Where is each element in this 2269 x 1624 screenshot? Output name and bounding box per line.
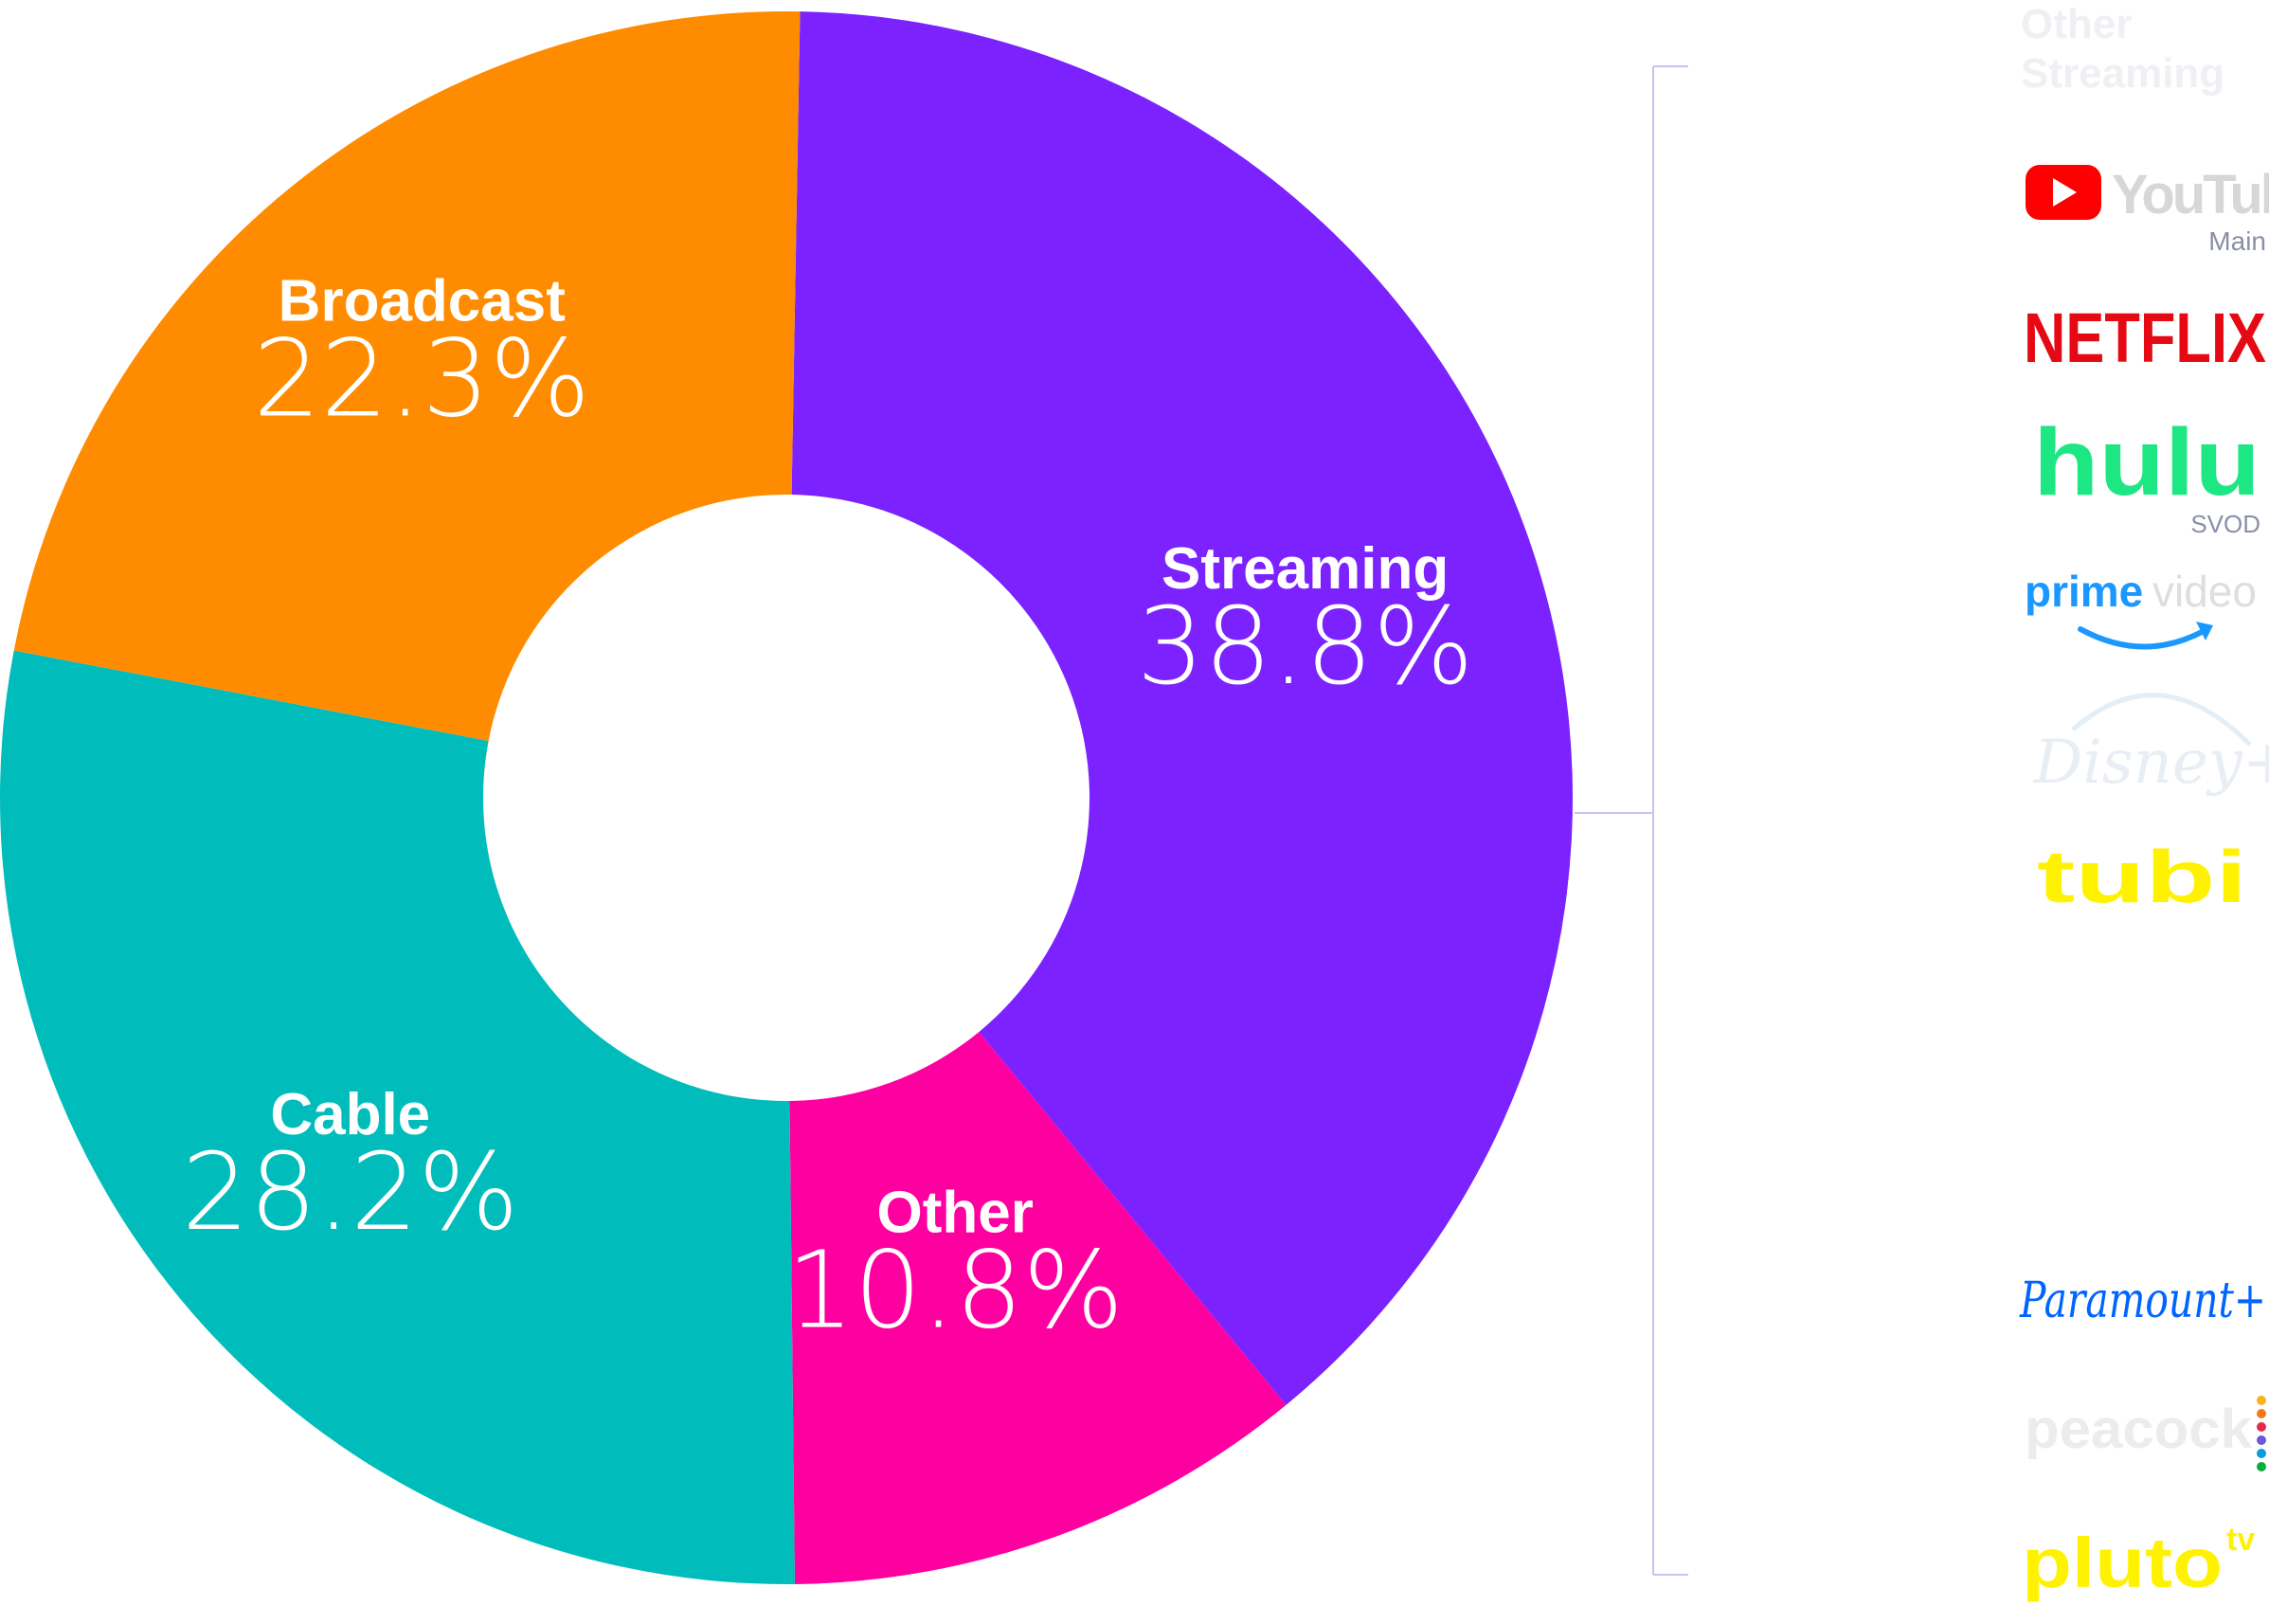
legend-bracket: [1575, 65, 1688, 1576]
prime-wordmark: prime: [2025, 567, 2143, 616]
slice-streaming: [791, 11, 1573, 1405]
hulu-sub-label: SVOD: [2190, 510, 2260, 538]
slice-broadcast: [13, 10, 801, 742]
hulu-wordmark: hulu: [2033, 409, 2260, 515]
peacock-wordmark: peacock: [2025, 1398, 2253, 1460]
pluto-tv-suffix: tv: [2226, 1522, 2255, 1558]
slice-label-cable: Cable: [270, 1082, 430, 1147]
slice-value-streaming: 38.8%: [1137, 586, 1474, 709]
slice-label-broadcast: Broadcast: [279, 269, 566, 334]
peacock-logo: peacock: [2025, 1396, 2266, 1471]
slice-label-streaming: Streaming: [1162, 536, 1449, 602]
peacock-dots-icon: [2257, 1396, 2266, 1471]
disney-plus-logo: Disney+: [2033, 693, 2269, 798]
legend-title: Other Streaming: [2021, 1, 2224, 97]
donut-slices: [0, 10, 1573, 1584]
prime-video-logo: prime video: [2025, 567, 2257, 650]
slice-value-cable: 28.2%: [182, 1131, 519, 1254]
legend-title-line-1: Other: [2021, 1, 2132, 47]
youtube-wordmark: YouTube: [2112, 164, 2269, 226]
disney-wordmark: Disney+: [2033, 728, 2269, 798]
video-wordmark: video: [2152, 567, 2257, 616]
hulu-logo: hulu SVOD: [2033, 409, 2260, 538]
slice-value-broadcast: 22.3%: [253, 318, 590, 442]
pluto-wordmark: pluto: [2022, 1524, 2223, 1602]
prime-smile-icon: [2078, 626, 2206, 650]
slice-other: [789, 1032, 1287, 1584]
tubi-logo: tubi: [2037, 835, 2247, 918]
slice-value-other: 10.8%: [786, 1230, 1124, 1353]
pluto-tv-logo: pluto tv: [2022, 1522, 2255, 1602]
slice-label-other: Other: [877, 1181, 1034, 1246]
disney-arc-icon: [2071, 693, 2252, 747]
paramount-plus-logo: Paramount+: [2019, 1272, 2266, 1329]
tubi-wordmark: tubi: [2037, 835, 2247, 918]
netflix-wordmark: NETFLIX: [2024, 298, 2266, 377]
paramount-wordmark: Paramount+: [2019, 1272, 2266, 1329]
legend-title-line-2: Streaming: [2021, 50, 2224, 97]
youtube-sub-label: Main: [2208, 226, 2266, 256]
youtube-logo: YouTube Main: [2026, 164, 2269, 256]
netflix-logo: NETFLIX: [2024, 298, 2266, 377]
slice-cable: [0, 650, 795, 1584]
